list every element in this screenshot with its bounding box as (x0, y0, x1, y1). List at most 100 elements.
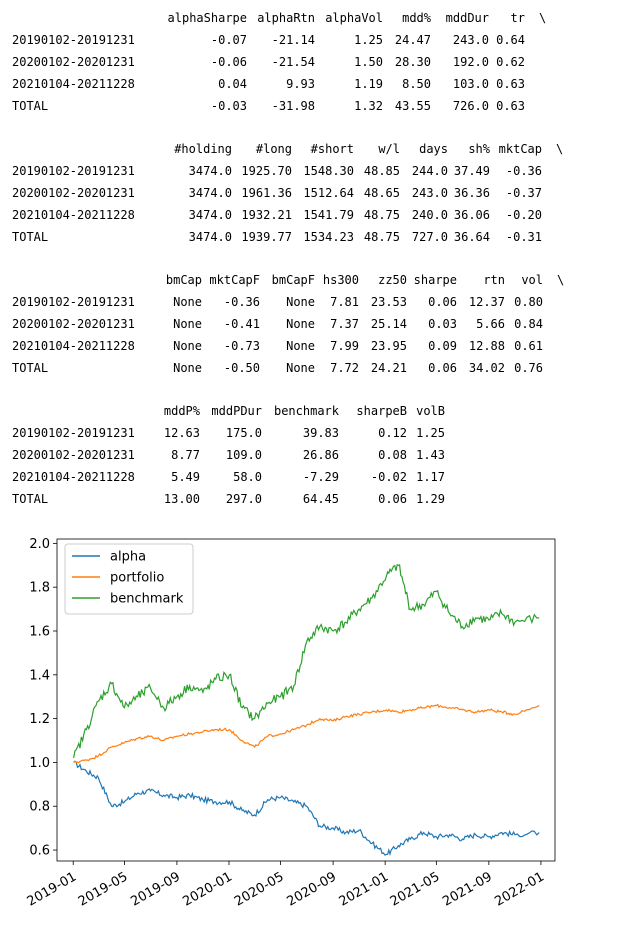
table-row: TOTAL 3474.0 1939.77 1534.23 48.75 727.0 36.64… (12, 226, 563, 248)
table-cell: 192.0 (452, 55, 489, 69)
legend-label-benchmark: benchmark (110, 592, 184, 607)
table-cell: None (173, 339, 202, 353)
table-cell: 0.06 (428, 295, 457, 309)
column-header: bmCapF (271, 273, 315, 287)
table-cell: 8.50 (402, 77, 431, 91)
series-line-alpha (73, 760, 540, 857)
stats-table: mddP% mddPDur benchmark sharpeB volB 20190102… (12, 400, 445, 510)
table-cell: None (173, 317, 202, 331)
table-cell: 103.0 (452, 77, 489, 91)
y-tick-label: 1.2 (29, 712, 50, 727)
table-cell: 24.21 (370, 361, 407, 375)
table-cell: 727.0 (411, 230, 448, 244)
table-cell: 0.64 (496, 33, 525, 47)
table-cell: 0.06 (428, 361, 457, 375)
table-row: TOTAL -0.03 -31.98 1.32 43.55 726.0 0.63 (12, 95, 546, 117)
dataframe-output: alphaSharpe alphaRtn alphaVol mdd% mddDur tr \… (12, 7, 564, 531)
x-tick-label: 2020-09 (285, 869, 340, 909)
table-cell: 3474.0 (188, 230, 232, 244)
column-header: mddP% (163, 404, 200, 418)
table-cell: 1.29 (416, 492, 445, 506)
row-index: TOTAL (12, 361, 49, 375)
column-header: vol (521, 273, 543, 287)
column-header: hs300 (322, 273, 359, 287)
table-cell: 0.80 (514, 295, 543, 309)
table-cell: 1548.30 (303, 164, 354, 178)
table-cell: 0.08 (378, 448, 407, 462)
table-cell: -21.14 (271, 33, 315, 47)
row-index: 20210104-20211228 (12, 339, 135, 353)
column-header: #short (310, 142, 354, 156)
table-row: TOTAL 13.00 297.0 64.45 0.06 1.29 (12, 488, 445, 510)
table-cell: 48.75 (363, 208, 400, 222)
column-header: bmCap (165, 273, 202, 287)
table-cell: 25.14 (370, 317, 407, 331)
table-cell: -31.98 (271, 99, 315, 113)
column-header: mktCapF (209, 273, 260, 287)
table-cell: 243.0 (411, 186, 448, 200)
x-tick-label: 2021-09 (440, 869, 495, 909)
table-cell: 23.95 (370, 339, 407, 353)
row-index: TOTAL (12, 99, 49, 113)
legend-label-portfolio: portfolio (110, 571, 164, 586)
y-tick-label: 1.8 (29, 581, 50, 596)
table-cell: 9.93 (286, 77, 315, 91)
table-cell: 24.47 (394, 33, 431, 47)
legend-box (64, 543, 194, 615)
table-row: 20210104-20211228 0.04 9.93 1.19 8.50 103.0 0.… (12, 73, 546, 95)
row-index: 20210104-20211228 (12, 208, 135, 222)
column-header: mddPDur (211, 404, 262, 418)
table-cell: 1.50 (354, 55, 383, 69)
table-cell: 0.04 (218, 77, 247, 91)
table-cell: 3474.0 (188, 164, 232, 178)
table-cell: 7.72 (330, 361, 359, 375)
table-cell: 43.55 (394, 99, 431, 113)
column-header: sharpeB (356, 404, 407, 418)
table-cell: 1.17 (416, 470, 445, 484)
y-tick-label: 1.0 (29, 756, 50, 771)
row-index: 20200102-20201231 (12, 55, 135, 69)
table-row: 20210104-20211228 5.49 58.0 -7.29 -0.02 1.17 (12, 466, 445, 488)
line-chart: 0.60.81.01.21.41.61.82.02019-012019-0520… (25, 537, 556, 910)
table-cell: -0.02 (370, 470, 407, 484)
table-header-row: bmCap mktCapF bmCapF hs300 zz50 sharpe rtn vol \ (12, 269, 564, 291)
table-cell: -0.20 (505, 208, 542, 222)
index-header (12, 7, 152, 29)
row-index: 20190102-20191231 (12, 33, 135, 47)
table-cell: -21.54 (271, 55, 315, 69)
table-cell: None (286, 361, 315, 375)
table-cell: 1541.79 (303, 208, 354, 222)
table-cell: 34.02 (468, 361, 505, 375)
table-cell: 1.32 (354, 99, 383, 113)
table-cell: -7.29 (302, 470, 339, 484)
row-index: 20190102-20191231 (12, 295, 135, 309)
table-cell: 0.03 (428, 317, 457, 331)
column-header: alphaSharpe (167, 11, 247, 25)
table-cell: 5.49 (171, 470, 200, 484)
table-cell: 7.37 (330, 317, 359, 331)
y-tick-label: 1.6 (29, 625, 50, 640)
x-tick-label: 2020-05 (232, 869, 287, 909)
table-cell: 1512.64 (303, 186, 354, 200)
table-row: 20200102-20201231 3474.0 1961.36 1512.64 48.… (12, 182, 563, 204)
table-cell: 37.49 (453, 164, 490, 178)
table-row: 20200102-20201231 None -0.41 None 7.37 25.14 0… (12, 313, 564, 335)
column-header: zz50 (378, 273, 407, 287)
column-header: w/l (378, 142, 400, 156)
column-header: alphaRtn (257, 11, 315, 25)
column-header: volB (416, 404, 445, 418)
table-cell: 0.61 (514, 339, 543, 353)
table-cell: 0.63 (496, 99, 525, 113)
y-tick-label: 0.6 (29, 844, 50, 859)
table-cell: 12.88 (468, 339, 505, 353)
table-cell: 36.64 (453, 230, 490, 244)
index-header (12, 400, 152, 422)
table-row: 20190102-20191231 12.63 175.0 39.83 0.12 1.25 (12, 422, 445, 444)
table-cell: 8.77 (171, 448, 200, 462)
table-cell: None (286, 317, 315, 331)
table-cell: -0.06 (210, 55, 247, 69)
column-header: #long (255, 142, 292, 156)
stats-table: #holding #long #short w/l days sh% mktCap \ 2019… (12, 138, 563, 248)
table-cell: 0.84 (514, 317, 543, 331)
y-tick-label: 1.4 (29, 668, 50, 683)
